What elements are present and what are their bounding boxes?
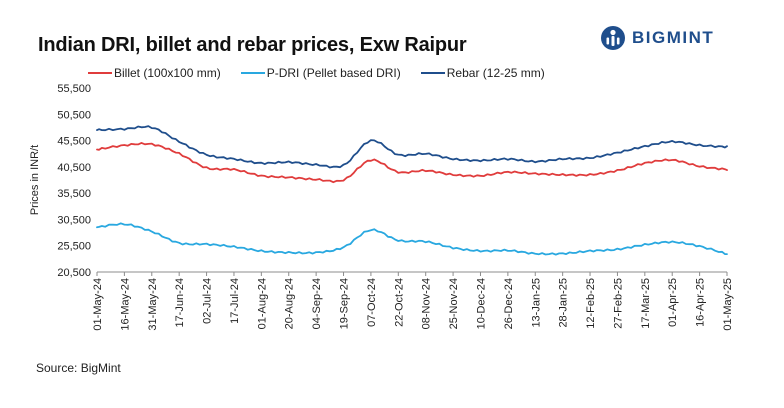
x-tick-label: 01-May-24 <box>92 278 104 331</box>
y-tick-label: 55,500 <box>57 83 91 95</box>
legend-entry-pdri: P-DRI (Pellet based DRI) <box>240 66 401 80</box>
x-tick-label: 04-Sep-24 <box>311 278 323 329</box>
x-tick-label: 16-May-24 <box>119 278 131 331</box>
legend-swatch-rebar <box>420 72 445 74</box>
y-axis: 20,500 25,500 30,500 35,500 40,500 45,500 50,5… <box>57 83 91 279</box>
x-tick-label: 17-Mar-25 <box>640 278 652 329</box>
legend-label-billet: Billet (100x100 mm) <box>114 66 221 80</box>
x-tick-label: 01-May-25 <box>722 278 734 331</box>
bigmint-logo-icon <box>601 26 625 50</box>
x-tick-label: 17-Jun-24 <box>174 278 186 328</box>
y-tick-label: 25,500 <box>57 241 91 253</box>
series-line-billet <box>96 142 728 184</box>
x-tick-label: 02-Jul-24 <box>202 278 214 324</box>
legend-swatch-pdri <box>240 72 265 74</box>
legend-label-pdri: P-DRI (Pellet based DRI) <box>266 66 401 80</box>
y-tick-label: 50,500 <box>57 109 91 121</box>
logo-text: BIGMINT <box>632 28 715 47</box>
x-tick-label: 10-Dec-24 <box>475 278 487 329</box>
x-tick-label: 07-Oct-24 <box>366 278 378 327</box>
x-axis: 01-May-24 16-May-24 31-May-24 17-Jun-24 02-J… <box>92 271 734 331</box>
x-tick-label: 26-Dec-24 <box>503 278 515 329</box>
x-tick-label: 17-Jul-24 <box>229 278 241 324</box>
y-tick-label: 35,500 <box>57 188 91 200</box>
y-tick-label: 45,500 <box>57 136 91 148</box>
x-tick-label: 19-Sep-24 <box>339 278 351 329</box>
legend-label-rebar: Rebar (12-25 mm) <box>446 66 545 80</box>
bigmint-logo: BIGMINT <box>600 25 714 51</box>
x-tick-label: 01-Apr-25 <box>667 278 679 327</box>
x-tick-label: 27-Feb-25 <box>612 278 624 329</box>
legend-swatch-billet <box>88 72 112 74</box>
x-tick-label: 13-Jan-25 <box>530 278 542 328</box>
legend-entry-billet: Billet (100x100 mm) <box>88 66 221 80</box>
y-axis-title: Prices in INR/t <box>29 145 41 215</box>
x-tick-label: 22-Oct-24 <box>393 278 405 327</box>
series-layer <box>96 125 728 256</box>
x-tick-label: 31-May-24 <box>147 278 159 331</box>
chart-title: Indian DRI, billet and rebar prices, Exw… <box>38 34 467 56</box>
chart-legend: Billet (100x100 mm) P-DRI (Pellet based … <box>88 66 545 80</box>
y-tick-label: 40,500 <box>57 162 91 174</box>
x-tick-label: 28-Jan-25 <box>558 278 570 328</box>
x-tick-label: 25-Nov-24 <box>448 278 460 329</box>
series-line-rebar <box>96 125 728 169</box>
legend-entry-rebar: Rebar (12-25 mm) <box>420 66 545 80</box>
x-tick-label: 08-Nov-24 <box>421 278 433 329</box>
x-tick-label: 12-Feb-25 <box>585 278 597 329</box>
y-tick-label: 30,500 <box>57 214 91 226</box>
y-tick-label: 20,500 <box>57 267 91 279</box>
series-line-pdri <box>96 222 728 256</box>
source-note: Source: BigMint <box>36 361 121 375</box>
x-tick-label: 01-Aug-24 <box>256 278 268 329</box>
x-tick-label: 16-Apr-25 <box>695 278 707 327</box>
x-tick-label: 20-Aug-24 <box>284 278 296 329</box>
